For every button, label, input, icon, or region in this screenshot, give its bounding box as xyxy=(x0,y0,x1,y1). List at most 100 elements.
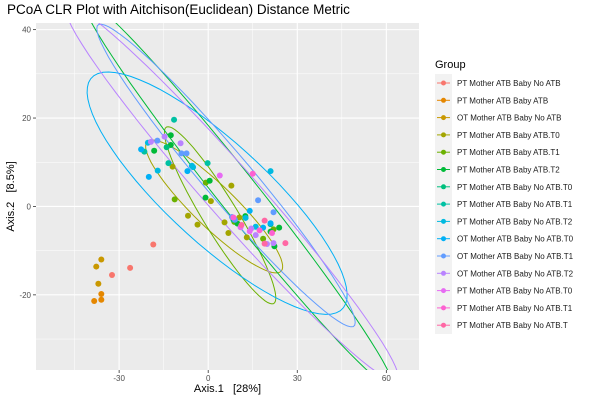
legend-label: PT Mother ATB Baby ATB xyxy=(457,96,548,105)
x-tick-label: -30 xyxy=(113,374,125,383)
data-point xyxy=(256,227,263,234)
legend-key-point xyxy=(441,80,446,86)
data-point xyxy=(183,150,190,157)
legend-label: PT Mother ATB Baby No ATB.T2 xyxy=(457,217,573,226)
legend-item: PT Mother ATB Baby No ATB xyxy=(437,79,561,88)
data-point xyxy=(184,168,191,175)
legend-item: PT Mother ATB Baby No ATB.T0 xyxy=(437,287,573,296)
data-point xyxy=(178,150,185,157)
legend-key-point xyxy=(441,270,446,276)
data-point xyxy=(138,146,145,153)
legend-key-point xyxy=(441,236,446,242)
grid-major xyxy=(36,23,419,370)
data-point xyxy=(151,147,158,154)
legend-item: OT Mother ATB Baby No ATB.T0 xyxy=(437,235,574,244)
legend-label: PT Mother ATB Baby No ATB.T xyxy=(457,321,568,330)
data-point xyxy=(270,209,277,216)
data-point xyxy=(127,264,134,271)
data-point xyxy=(98,296,105,303)
legend-item: PT Mother ATB Baby ATB.T2 xyxy=(437,166,560,175)
chart-title: PCoA CLR Plot with Aitchison(Euclidean) … xyxy=(7,2,350,17)
legend-key-point xyxy=(441,97,446,103)
points-layer xyxy=(91,116,289,305)
data-point xyxy=(109,271,116,278)
data-point xyxy=(91,298,98,305)
legend-key-point xyxy=(441,253,446,259)
legend-label: PT Mother ATB Baby No ATB xyxy=(457,79,561,88)
legend-key-point xyxy=(441,305,446,311)
legend-label: PT Mother ATB Baby No ATB.T0 xyxy=(457,183,573,192)
data-point xyxy=(154,167,161,174)
data-point xyxy=(167,132,174,139)
data-point xyxy=(255,197,262,204)
data-point xyxy=(177,140,184,147)
y-tick-label: 20 xyxy=(22,114,31,123)
legend: Group PT Mother ATB Baby No ATB PT Mother… xyxy=(435,59,574,334)
legend-title: Group xyxy=(435,59,466,71)
data-point xyxy=(252,232,259,239)
legend-label: OT Mother ATB Baby No ATB.T2 xyxy=(457,269,574,278)
legend-label: PT Mother ATB Baby No ATB.T1 xyxy=(457,200,573,209)
legend-label: PT Mother ATB Baby ATB.T2 xyxy=(457,166,560,175)
data-point xyxy=(165,160,172,167)
y-tick-label: -20 xyxy=(19,291,31,300)
legend-key-point xyxy=(441,218,446,224)
legend-item: PT Mother ATB Baby ATB xyxy=(437,96,548,105)
x-tick-label: 30 xyxy=(293,374,302,383)
ellipse-ot-mother-atb-baby-no-atb-t2 xyxy=(69,23,398,370)
data-point xyxy=(204,160,211,167)
ellipse-ot-mother-atb-baby-no-atb-t1 xyxy=(96,23,356,328)
data-point xyxy=(147,138,154,145)
data-point xyxy=(154,137,161,144)
data-point xyxy=(228,182,235,189)
legend-key-point xyxy=(441,167,446,172)
legend-item: PT Mother ATB Baby ATB.T1 xyxy=(437,148,560,157)
data-point xyxy=(225,229,232,236)
grid-minor xyxy=(36,23,419,370)
ellipse-pt-mother-atb-baby-atb-t2 xyxy=(91,23,389,370)
ellipse-ot-mother-atb-baby-no-atb-t0 xyxy=(86,71,348,315)
data-point xyxy=(270,240,277,247)
data-point xyxy=(171,196,178,203)
legend-key-point xyxy=(441,322,446,328)
legend-key-point xyxy=(441,288,446,294)
legend-item: OT Mother ATB Baby No ATB xyxy=(437,114,561,123)
y-axis-title: Axis.2 [8.5%] xyxy=(5,161,17,231)
legend-item: PT Mother ATB Baby No ATB.T1 xyxy=(437,304,573,313)
legend-item: PT Mother ATB Baby No ATB.T1 xyxy=(437,200,573,209)
legend-label: OT Mother ATB Baby No ATB xyxy=(457,114,561,123)
legend-key-point xyxy=(441,132,446,138)
data-point xyxy=(169,163,176,170)
legend-item: OT Mother ATB Baby No ATB.T1 xyxy=(437,252,574,261)
data-point xyxy=(242,214,249,221)
data-point xyxy=(261,217,268,224)
data-point xyxy=(261,240,268,247)
legend-item: PT Mother ATB Baby No ATB.T0 xyxy=(437,183,573,192)
data-point xyxy=(190,164,197,171)
data-point xyxy=(267,220,274,227)
x-tick-label: 0 xyxy=(206,374,211,383)
plot-panel xyxy=(36,23,419,370)
data-point xyxy=(276,224,283,231)
data-point xyxy=(246,207,253,214)
legend-label: OT Mother ATB Baby No ATB.T1 xyxy=(457,252,574,261)
data-point xyxy=(93,263,100,270)
data-point xyxy=(150,241,157,248)
data-point xyxy=(206,177,213,184)
y-tick-label: 40 xyxy=(22,26,31,35)
data-point xyxy=(171,116,178,123)
data-point xyxy=(230,214,237,221)
data-point xyxy=(145,173,152,180)
data-point xyxy=(249,170,256,177)
legend-label: PT Mother ATB Baby ATB.T1 xyxy=(457,148,560,157)
data-point xyxy=(216,172,223,179)
legend-item: PT Mother ATB Baby ATB.T0 xyxy=(437,131,560,140)
data-point xyxy=(202,194,209,201)
data-point xyxy=(260,235,267,242)
data-point xyxy=(267,168,274,175)
data-point xyxy=(98,290,105,297)
data-point xyxy=(221,219,228,226)
legend-item: PT Mother ATB Baby No ATB.T xyxy=(437,321,568,330)
data-point xyxy=(98,256,105,263)
